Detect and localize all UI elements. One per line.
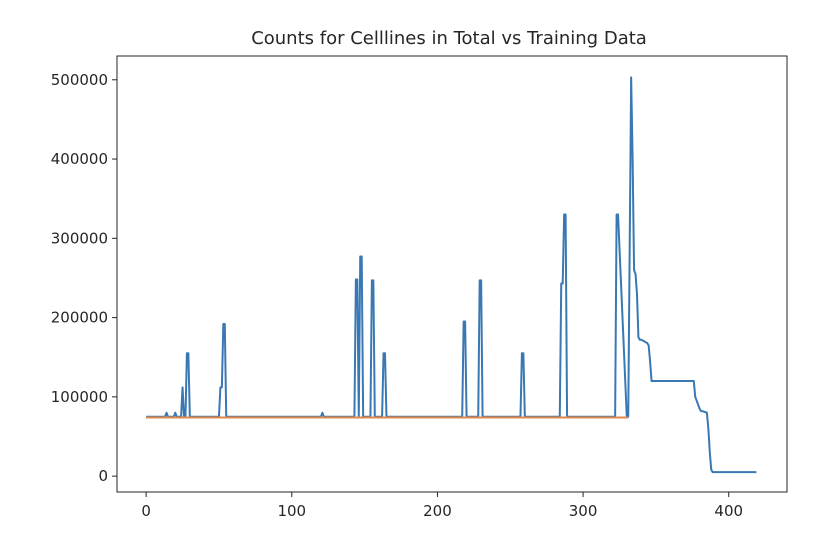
series-line-blue xyxy=(146,76,757,474)
x-tick-label: 400 xyxy=(714,502,743,520)
y-tick-label: 400000 xyxy=(51,150,108,168)
y-tick-label: 100000 xyxy=(51,388,108,406)
x-axis: 0 100 200 300 400 xyxy=(141,492,743,520)
plot-area xyxy=(146,76,757,474)
x-tick-label: 300 xyxy=(569,502,598,520)
y-tick-label: 300000 xyxy=(51,229,108,247)
y-tick-label: 500000 xyxy=(51,71,108,89)
x-tick-label: 100 xyxy=(277,502,306,520)
y-axis: 0 100000 200000 300000 400000 500000 xyxy=(51,71,117,485)
y-tick-label: 0 xyxy=(98,467,108,485)
x-tick-label: 200 xyxy=(423,502,452,520)
y-tick-label: 200000 xyxy=(51,309,108,327)
chart-title: Counts for Celllines in Total vs Trainin… xyxy=(251,28,647,49)
x-tick-label: 0 xyxy=(141,502,151,520)
plot-frame xyxy=(116,55,788,493)
